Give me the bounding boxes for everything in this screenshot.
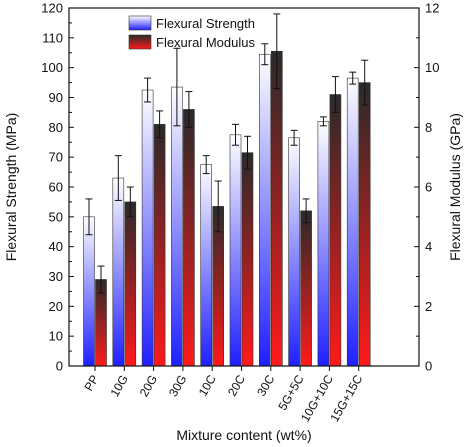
legend-swatch: [128, 34, 152, 50]
error-bar-flexural-strength-15G+15C: [349, 71, 357, 85]
error-bar-flexural-strength-30G: [173, 47, 181, 127]
error-bar-flexural-modulus-10G: [126, 186, 134, 218]
y-tick-label-40: 40: [49, 239, 63, 254]
y-tick-label-0: 0: [56, 359, 63, 374]
error-bar-flexural-modulus-15G+15C: [361, 59, 369, 106]
x-axis-title: Mixture content (wt%): [176, 427, 311, 443]
bar-flexural-modulus-20C: [241, 152, 254, 367]
y2-tick-label-10: 10: [425, 60, 439, 75]
y2-tick-label-8: 8: [425, 120, 432, 135]
bar-flexural-strength-30G: [171, 86, 183, 367]
bar-flexural-modulus-30G: [183, 109, 195, 367]
error-bar-flexural-modulus-30G: [185, 91, 193, 128]
legend-swatch: [128, 15, 152, 31]
error-bar-flexural-modulus-20G: [156, 110, 164, 139]
x-tick-label-PP: PP: [81, 373, 101, 394]
bar-flexural-strength-15G+15C: [346, 77, 359, 367]
error-bar-flexural-modulus-20C: [244, 135, 251, 170]
error-bars: [85, 13, 369, 294]
bar-flexural-strength-10C: [200, 164, 212, 367]
bar-flexural-modulus-10G: [124, 201, 137, 367]
y-tick-label-20: 20: [49, 299, 63, 314]
y-tick-label-60: 60: [49, 180, 63, 195]
bar-flexural-modulus-5G+5C: [300, 210, 312, 367]
y-tick-label-100: 100: [41, 60, 63, 75]
y-axis-title: Flexural Strength (MPa): [3, 113, 19, 262]
x-tick-label-20G: 20G: [137, 373, 160, 400]
y-tick-label-80: 80: [49, 120, 63, 135]
bar-flexural-modulus-15G+15C: [358, 82, 371, 367]
y2-tick-label-12: 12: [425, 1, 439, 16]
y-tick-label-10: 10: [49, 329, 63, 344]
legend-item-flexural-strength: Flexural Strength: [128, 15, 255, 31]
error-bar-flexural-modulus-PP: [97, 265, 105, 294]
y-tick-label-50: 50: [49, 209, 63, 224]
legend-label: Flexural Strength: [156, 16, 255, 31]
bar-flexural-strength-10G+10C: [317, 121, 330, 367]
error-bar-flexural-modulus-30C: [273, 13, 281, 90]
x-tick-label-10C: 10C: [196, 372, 219, 398]
y-tick-label-110: 110: [42, 30, 63, 45]
legend: Flexural Strength Flexural Modulus: [128, 15, 255, 50]
bar-flexural-modulus-20G: [153, 124, 166, 367]
x-tick-label-20C: 20C: [225, 372, 248, 398]
y2-tick-label-6: 6: [425, 180, 432, 195]
y2-tick-label-0: 0: [425, 359, 432, 374]
error-bar-flexural-strength-5G+5C: [290, 129, 298, 146]
error-bar-flexural-strength-10G: [114, 155, 122, 201]
y2-axis-title: Flexural Modulus (GPa): [447, 113, 463, 261]
y-tick-label-120: 120: [41, 1, 63, 16]
error-bar-flexural-strength-20G: [144, 77, 152, 103]
bar-flexural-strength-10G: [112, 177, 125, 367]
bar-flexural-strength-PP: [83, 216, 95, 367]
error-bar-flexural-modulus-10G+10C: [331, 76, 339, 113]
bar-flexural-strength-20G: [141, 89, 154, 367]
x-tick-label-30C: 30C: [254, 372, 277, 398]
bar-flexural-strength-5G+5C: [288, 137, 300, 367]
x-tick-label-5G+5C: 5G+5C: [275, 372, 306, 413]
error-bar-flexural-strength-20C: [232, 123, 239, 146]
legend-label: Flexural Modulus: [156, 35, 255, 50]
error-bar-flexural-strength-30C: [261, 43, 269, 66]
y-tick-label-30: 30: [49, 269, 63, 284]
error-bar-flexural-modulus-5G+5C: [302, 198, 310, 224]
y2-tick-label-4: 4: [425, 239, 432, 254]
bars: [83, 50, 371, 367]
bar-flexural-modulus-30C: [270, 50, 283, 367]
bar-flexural-strength-20C: [229, 134, 242, 367]
error-bar-flexural-strength-PP: [85, 198, 93, 236]
x-tick-label-30G: 30G: [166, 373, 189, 400]
y-tick-label-70: 70: [49, 150, 63, 165]
error-bar-flexural-strength-10C: [202, 155, 210, 175]
y2-tick-label-2: 2: [425, 299, 432, 314]
bar-flexural-strength-30C: [258, 53, 271, 367]
error-bar-flexural-strength-10G+10C: [319, 116, 327, 127]
bar-flexural-modulus-10G+10C: [329, 94, 342, 367]
error-bar-flexural-modulus-10C: [214, 180, 222, 233]
y-tick-label-90: 90: [49, 90, 63, 105]
x-tick-label-10G: 10G: [107, 373, 130, 400]
legend-item-flexural-modulus: Flexural Modulus: [128, 34, 255, 50]
